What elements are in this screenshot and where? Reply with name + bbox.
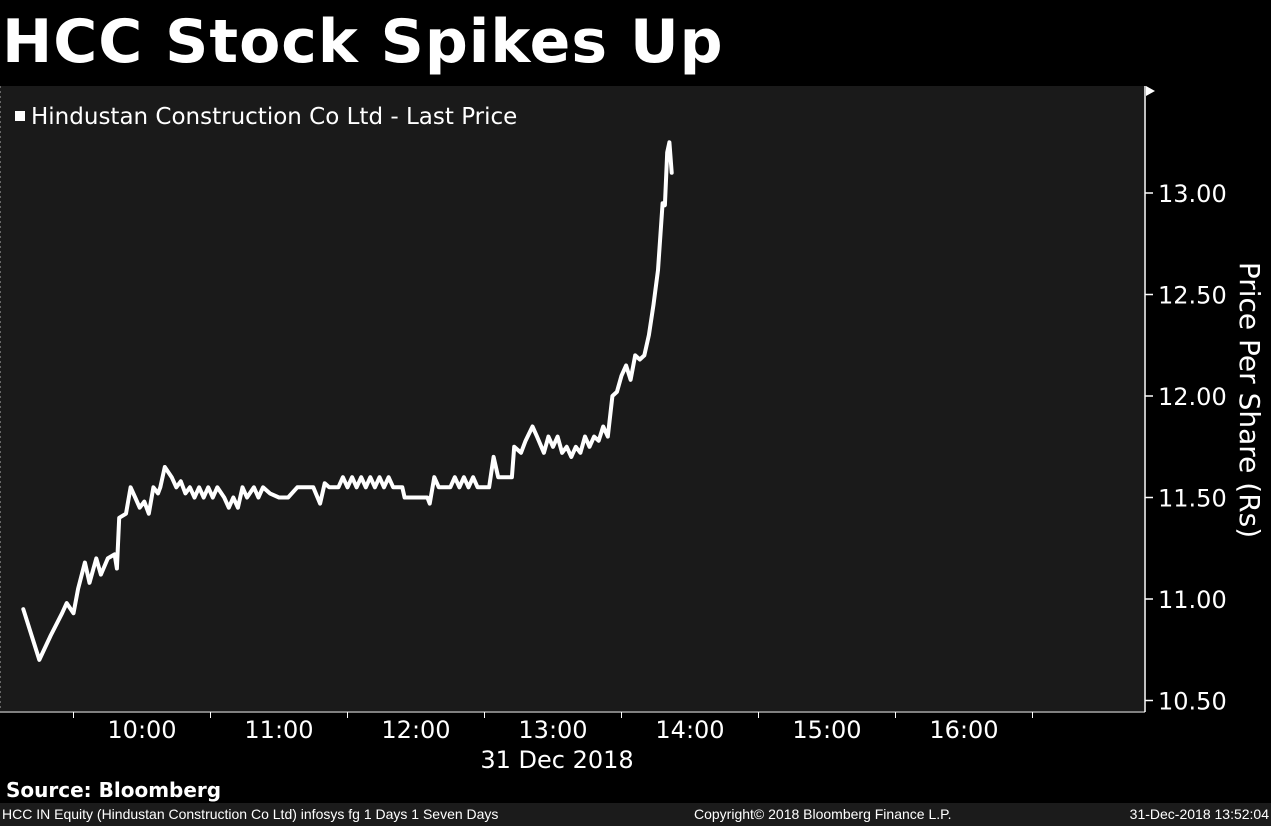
y-ticks: 13.00 12.50 12.00 11.50 11.00 10.50 [1145, 180, 1227, 716]
y-axis-label: Price Per Share (Rs) [1233, 262, 1266, 538]
y-tick-label: 12.00 [1158, 383, 1227, 411]
y-tick-label: 12.50 [1158, 282, 1227, 310]
x-tick-label: 14:00 [655, 716, 724, 744]
chart-title: HCC Stock Spikes Up [2, 7, 724, 77]
x-axis-label: 31 Dec 2018 [480, 746, 633, 774]
y-tick-label: 13.00 [1158, 180, 1227, 208]
legend-label: Hindustan Construction Co Ltd - Last Pri… [31, 104, 517, 130]
source-note: Source: Bloomberg [6, 778, 222, 802]
x-tick-label: 16:00 [929, 716, 998, 744]
legend-marker [15, 111, 25, 121]
series-line-last-price [21, 140, 674, 662]
y-tick-label: 11.50 [1158, 485, 1227, 513]
plot-area [0, 86, 1144, 711]
x-tick-label: 15:00 [792, 716, 861, 744]
y-tick-label: 10.50 [1158, 688, 1227, 716]
x-tick-label: 12:00 [381, 716, 450, 744]
y-tick-label: 11.00 [1158, 586, 1227, 614]
series-group [21, 140, 674, 662]
ticker-info: HCC IN Equity (Hindustan Construction Co… [2, 806, 499, 822]
chart: 13.00 12.50 12.00 11.50 11.00 10.50 10:00 11:0… [0, 86, 1266, 774]
y-axis-arrow-icon [1146, 86, 1155, 96]
x-tick-label: 11:00 [244, 716, 313, 744]
timestamp: 31-Dec-2018 13:52:04 [1129, 806, 1269, 822]
x-tick-label: 13:00 [518, 716, 587, 744]
x-tick-label: 10:00 [107, 716, 176, 744]
copyright: Copyright© 2018 Bloomberg Finance L.P. [694, 806, 952, 822]
footer-bar: HCC IN Equity (Hindustan Construction Co… [0, 803, 1271, 826]
x-ticks: 10:00 11:00 12:00 13:00 14:00 15:00 16:00 [73, 712, 1033, 744]
